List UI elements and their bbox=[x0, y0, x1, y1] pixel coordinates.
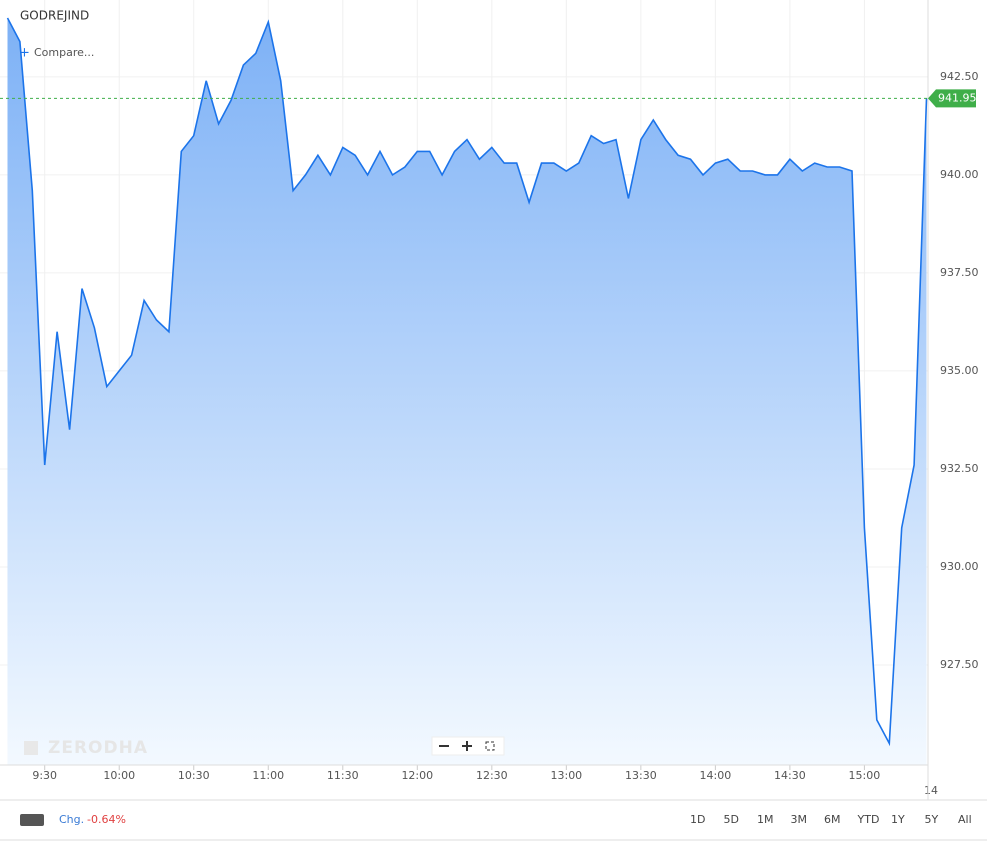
zoom-controls bbox=[431, 736, 505, 756]
compare-plus[interactable]: + bbox=[19, 46, 30, 61]
x-tick-label: 14:00 bbox=[700, 769, 732, 782]
x-tick-label: 9:30 bbox=[32, 769, 57, 782]
x-tick-label: 11:30 bbox=[327, 769, 359, 782]
y-tick-label: 942.50 bbox=[940, 70, 979, 83]
symbol: GODREJIND bbox=[20, 9, 89, 23]
period-button[interactable]: 3M bbox=[791, 813, 808, 826]
watermark-logo bbox=[24, 741, 38, 755]
x-tick-label: 15:00 bbox=[849, 769, 881, 782]
x-tick-label: 12:30 bbox=[476, 769, 508, 782]
line bbox=[6, 17, 928, 747]
change-label: Chg. bbox=[59, 813, 84, 826]
y-tick-label: 937.50 bbox=[940, 266, 979, 279]
period-button[interactable]: 1D bbox=[690, 813, 705, 826]
period-button[interactable]: 1M bbox=[757, 813, 774, 826]
x-tick-label: 13:00 bbox=[550, 769, 582, 782]
y-tick-label: 930.00 bbox=[940, 560, 979, 573]
period-button[interactable]: YTD bbox=[857, 813, 880, 826]
date-label: 14 bbox=[924, 784, 938, 797]
last-price-badge bbox=[928, 89, 976, 108]
compare[interactable]: Compare... bbox=[34, 46, 94, 59]
x-tick-label: 11:00 bbox=[252, 769, 284, 782]
x-tick-label: 10:30 bbox=[178, 769, 210, 782]
plot bbox=[6, 17, 928, 765]
x-tick-label: 10:00 bbox=[103, 769, 135, 782]
x-tick-label: 14:30 bbox=[774, 769, 806, 782]
y-tick-label: 940.00 bbox=[940, 168, 979, 181]
keyboard-icon[interactable] bbox=[20, 814, 44, 826]
period-button[interactable]: 6M bbox=[824, 813, 841, 826]
last-price-label: 941.95 bbox=[938, 91, 977, 104]
y-tick-label: 935.00 bbox=[940, 364, 979, 377]
period-button[interactable]: 1Y bbox=[891, 813, 905, 826]
x-tick-label: 12:00 bbox=[401, 769, 433, 782]
period-button[interactable]: 5D bbox=[724, 813, 739, 826]
y-tick-label: 927.50 bbox=[940, 658, 979, 671]
y-tick-label: 932.50 bbox=[940, 462, 979, 475]
change: -0.64% bbox=[87, 813, 126, 826]
area bbox=[7, 18, 927, 765]
period-button[interactable]: 5Y bbox=[925, 813, 939, 826]
period-button[interactable]: All bbox=[958, 813, 972, 826]
fullscreen[interactable] bbox=[485, 741, 495, 751]
watermark: ZERODHA bbox=[48, 738, 148, 758]
x-tick-label: 13:30 bbox=[625, 769, 657, 782]
